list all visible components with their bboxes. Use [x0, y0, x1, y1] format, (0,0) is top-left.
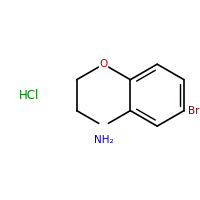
Text: Br: Br: [188, 106, 199, 116]
Text: NH₂: NH₂: [94, 135, 113, 145]
Text: HCl: HCl: [19, 89, 39, 102]
Text: O: O: [99, 59, 108, 69]
